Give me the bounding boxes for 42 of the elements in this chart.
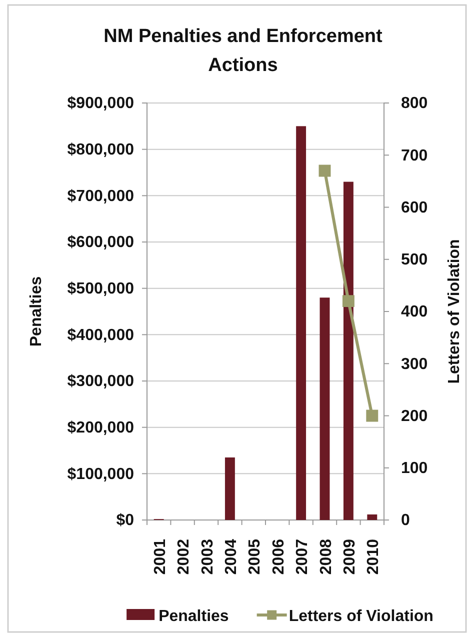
x-tick-label: 2002 — [176, 538, 193, 575]
y-tick-label: $200,000 — [67, 419, 134, 436]
y-tick-label: $800,000 — [67, 141, 134, 158]
y2-tick-label: 700 — [401, 147, 428, 164]
point — [366, 410, 378, 422]
y2-tick-label: 200 — [401, 408, 428, 425]
y-tick-label: $600,000 — [67, 234, 134, 252]
y-tick-label: $0 — [116, 512, 134, 530]
legend-label: Letters of Violation — [288, 608, 434, 625]
y-tick-label: $100,000 — [67, 466, 134, 483]
y-tick-label: $700,000 — [67, 188, 134, 205]
y2-tick-label: 800 — [401, 95, 428, 112]
y-axis-title: Penalties — [28, 276, 45, 347]
bar — [320, 298, 330, 520]
bar — [224, 457, 235, 520]
x-tick-label: 2007 — [294, 538, 312, 575]
x-tick-label: 2005 — [246, 538, 264, 575]
y2-axis-title: Letters of Violation — [446, 239, 463, 384]
chart-title: NM Penalties and Enforcement Actions — [104, 26, 384, 76]
point — [342, 295, 354, 308]
y-tick-label: $300,000 — [67, 373, 134, 390]
x-tick-label: 2001 — [152, 538, 169, 575]
y-tick-label: $400,000 — [67, 326, 134, 344]
x-tick-label: 2010 — [365, 538, 382, 575]
y2-tick-label: 300 — [401, 356, 428, 373]
bar — [296, 126, 306, 520]
y2-tick-label: 0 — [401, 512, 410, 530]
point — [318, 164, 331, 177]
y2-tick-label: 100 — [401, 460, 428, 477]
x-tick-label: 2009 — [341, 538, 358, 575]
y2-tick-label: 500 — [401, 251, 428, 268]
x-tick-label: 2003 — [199, 538, 216, 575]
bar — [367, 514, 378, 520]
y2-tick-label: 400 — [401, 304, 428, 321]
y-tick-label: $500,000 — [67, 280, 134, 298]
x-tick-label: 2008 — [318, 538, 335, 575]
y-tick-label: $900,000 — [67, 95, 134, 112]
x-tick-label: 2006 — [270, 538, 288, 575]
bar — [343, 182, 354, 520]
x-tick-label: 2004 — [222, 538, 240, 575]
legend-label: Penalties — [158, 608, 229, 625]
y2-tick-label: 600 — [401, 199, 428, 216]
